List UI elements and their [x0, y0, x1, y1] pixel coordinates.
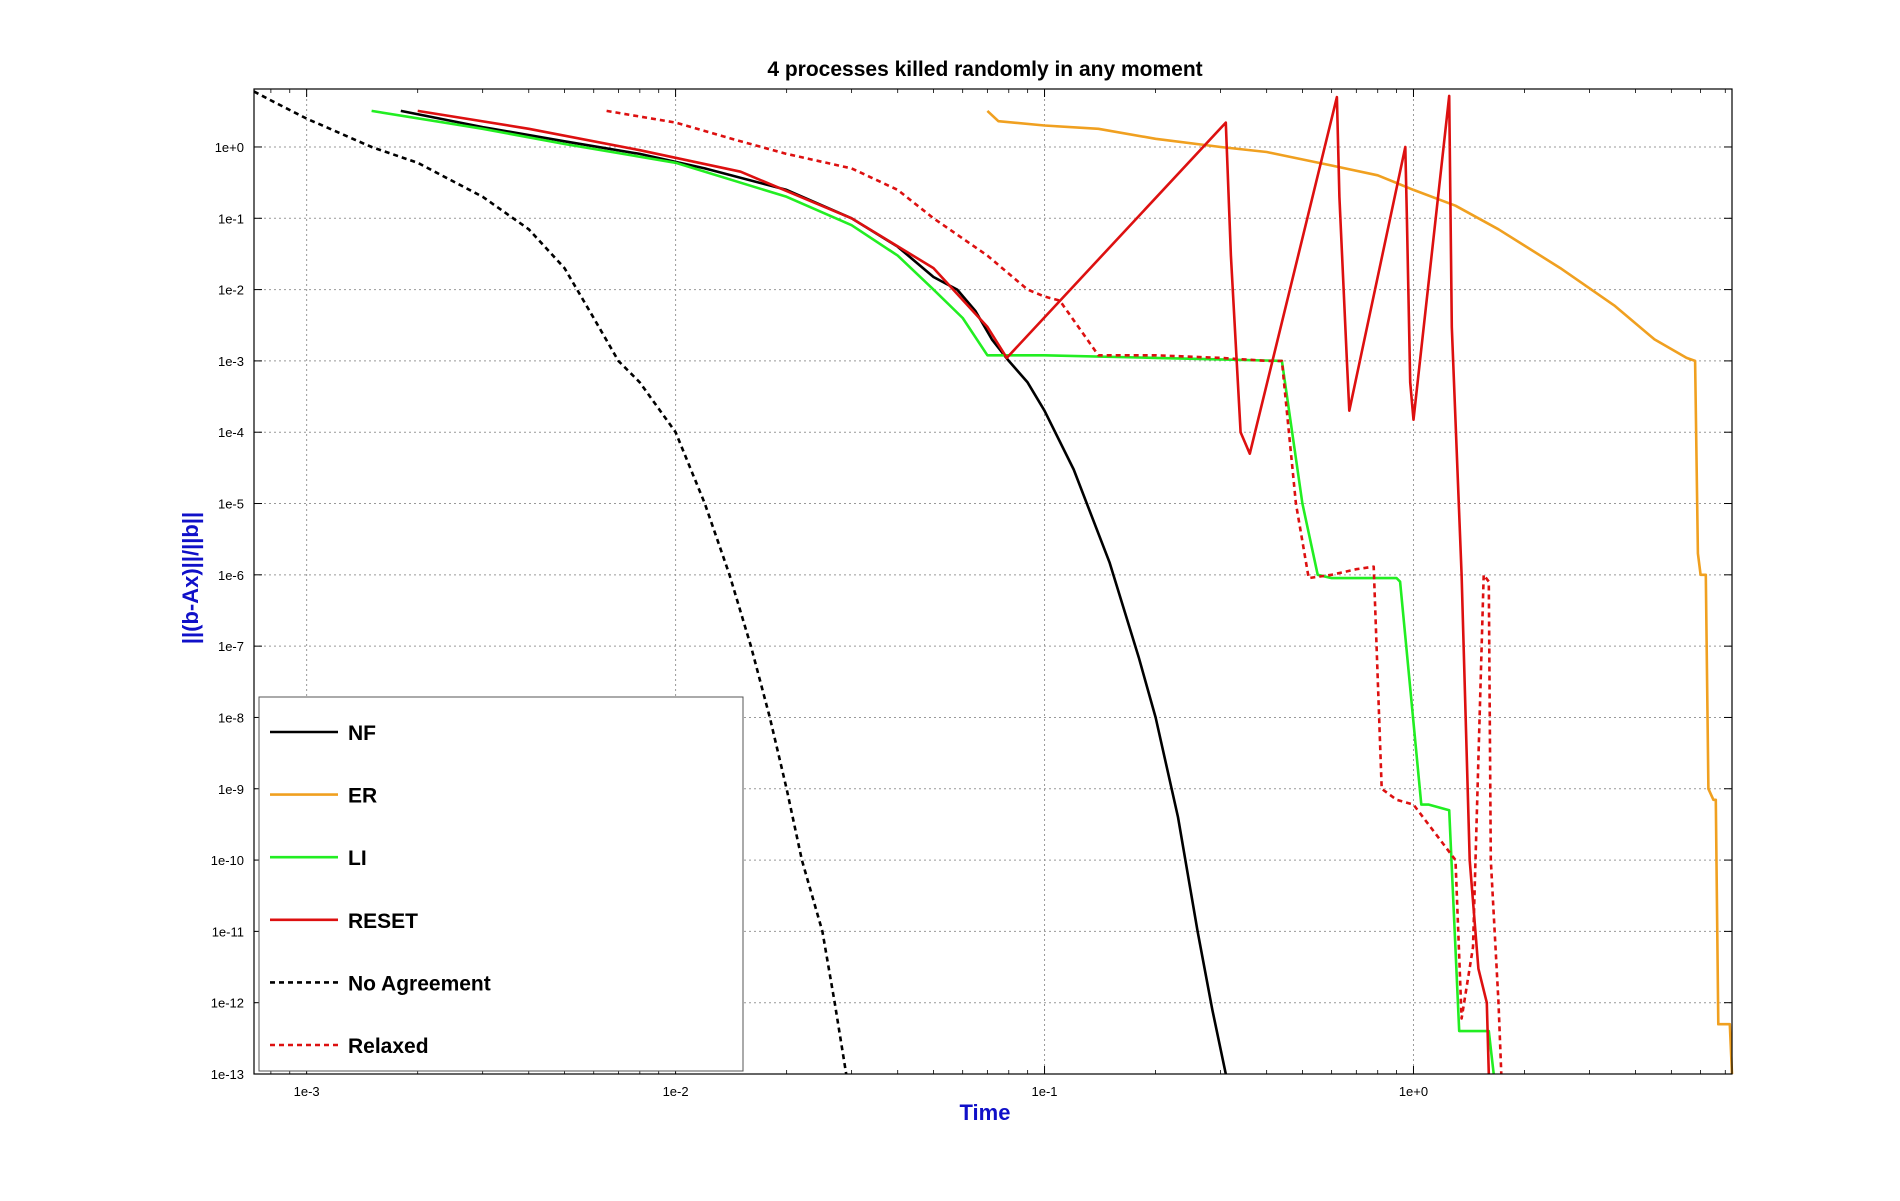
- y-tick-label: 1e-10: [211, 853, 244, 868]
- y-tick-label: 1e-11: [212, 924, 244, 939]
- series-layer: [253, 90, 1734, 1075]
- plot-frame: [253, 88, 1733, 1075]
- x-tick-label: 1e+0: [1399, 1084, 1428, 1099]
- y-tick-label: 1e-4: [218, 425, 244, 440]
- legend-label-no-agreement: No Agreement: [348, 972, 491, 995]
- ticks: 1e-3 1e-2 1e-1 1e+0 1e+0 1e-1 1e-2 1e-3 1e-4 1e-5…: [211, 89, 1732, 1099]
- legend-label-reset: RESET: [348, 910, 418, 933]
- y-tick-label: 1e-9: [218, 782, 244, 797]
- y-tick-label: 1e-12: [211, 996, 244, 1011]
- y-tick-label: 1e-2: [218, 283, 244, 298]
- chart-title: 4 processes killed randomly in any momen…: [767, 58, 1202, 81]
- series-line-reset: [417, 94, 1491, 1075]
- series-line-nf: [400, 109, 1228, 1075]
- y-tick-label: 1e-5: [218, 497, 244, 512]
- legend-label-li: LI: [348, 847, 367, 870]
- y-tick-label: 1e+0: [215, 140, 244, 155]
- x-axis-label: Time: [960, 1100, 1011, 1125]
- x-tick-label: 1e-3: [294, 1084, 320, 1099]
- series-line-er: [986, 109, 1734, 1075]
- legend-box: [258, 696, 744, 1072]
- legend-label-nf: NF: [348, 722, 376, 745]
- legend-label-er: ER: [348, 785, 377, 808]
- y-tick-label: 1e-1: [218, 211, 244, 226]
- series-line-relaxed: [606, 109, 1503, 1075]
- y-tick-label: 1e-6: [218, 568, 244, 583]
- y-tick-label: 1e-3: [218, 354, 244, 369]
- y-tick-label: 1e-13: [211, 1067, 244, 1082]
- series-line-no-agreement: [253, 90, 848, 1075]
- legend: NF ER LI RESET No Agreement Relaxed: [258, 696, 744, 1072]
- y-tick-label: 1e-7: [218, 639, 244, 654]
- y-tick-label: 1e-8: [218, 710, 244, 725]
- legend-label-relaxed: Relaxed: [348, 1035, 429, 1058]
- x-tick-label: 1e-1: [1032, 1084, 1058, 1099]
- y-axis-label: ||(b-Ax)||/||b||: [178, 512, 203, 644]
- x-tick-label: 1e-2: [663, 1084, 689, 1099]
